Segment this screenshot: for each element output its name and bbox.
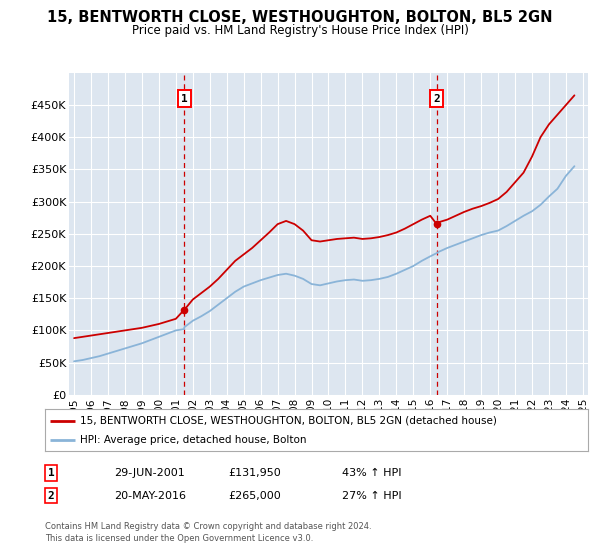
Text: Contains HM Land Registry data © Crown copyright and database right 2024.
This d: Contains HM Land Registry data © Crown c… <box>45 522 371 543</box>
Text: 1: 1 <box>47 468 55 478</box>
Text: £131,950: £131,950 <box>228 468 281 478</box>
Text: 1: 1 <box>181 94 188 104</box>
Text: 2: 2 <box>433 94 440 104</box>
Text: 20-MAY-2016: 20-MAY-2016 <box>114 491 186 501</box>
Text: 15, BENTWORTH CLOSE, WESTHOUGHTON, BOLTON, BL5 2GN (detached house): 15, BENTWORTH CLOSE, WESTHOUGHTON, BOLTO… <box>80 416 497 426</box>
Text: HPI: Average price, detached house, Bolton: HPI: Average price, detached house, Bolt… <box>80 435 307 445</box>
Text: 15, BENTWORTH CLOSE, WESTHOUGHTON, BOLTON, BL5 2GN: 15, BENTWORTH CLOSE, WESTHOUGHTON, BOLTO… <box>47 10 553 25</box>
Text: 29-JUN-2001: 29-JUN-2001 <box>114 468 185 478</box>
Text: £265,000: £265,000 <box>228 491 281 501</box>
Text: Price paid vs. HM Land Registry's House Price Index (HPI): Price paid vs. HM Land Registry's House … <box>131 24 469 37</box>
Text: 43% ↑ HPI: 43% ↑ HPI <box>342 468 401 478</box>
Text: 27% ↑ HPI: 27% ↑ HPI <box>342 491 401 501</box>
Text: 2: 2 <box>47 491 55 501</box>
